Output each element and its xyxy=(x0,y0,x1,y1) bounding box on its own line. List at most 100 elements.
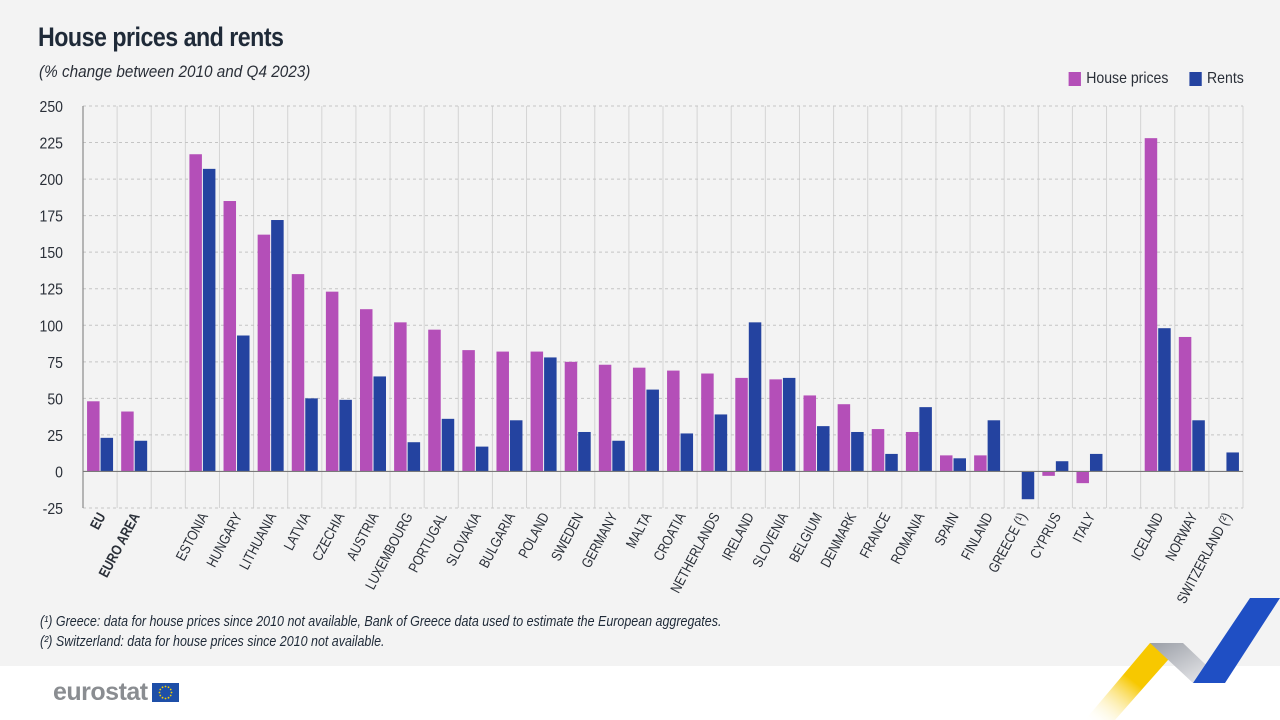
x-tick-label: AUSTRIA xyxy=(343,510,382,563)
bar-house-prices-slovenia xyxy=(769,379,782,472)
x-tick-label: FINLAND xyxy=(958,510,996,563)
bar-rents-lithuania xyxy=(271,220,284,472)
x-tick-label: ESTONIA xyxy=(172,510,211,564)
bar-house-prices-bulgaria xyxy=(496,351,509,472)
legend-swatch-house-prices xyxy=(1068,72,1081,86)
bar-house-prices-iceland xyxy=(1144,138,1158,472)
decorative-ribbon-icon xyxy=(1085,598,1280,720)
y-tick-label: -25 xyxy=(43,500,63,518)
bar-house-prices-euro-area xyxy=(121,411,134,472)
bar-house-prices-finland xyxy=(974,455,987,472)
bar-rents-poland xyxy=(544,357,557,472)
legend: House prices Rents xyxy=(1055,70,1244,88)
bar-rents-denmark xyxy=(851,431,864,472)
bar-rents-austria xyxy=(373,376,386,472)
bar-rents-croatia xyxy=(680,433,694,472)
bar-house-prices-czechia xyxy=(325,291,339,472)
bar-house-prices-estonia xyxy=(189,154,202,472)
bar-house-prices-germany xyxy=(598,364,612,472)
eurostat-logo[interactable]: eurostat xyxy=(53,678,179,707)
x-tick-label: ROMANIA xyxy=(887,510,928,567)
bar-house-prices-cyprus xyxy=(1042,471,1055,476)
bar-house-prices-austria xyxy=(360,309,373,472)
bar-rents-hungary xyxy=(237,335,250,472)
footnote-switzerland: (²) Switzerland: data for house prices s… xyxy=(40,634,385,650)
logo-text: eurostat xyxy=(53,678,148,706)
bar-rents-sweden xyxy=(578,431,591,472)
x-tick-label: SWEDEN xyxy=(548,510,587,564)
x-tick-label: LATVIA xyxy=(280,510,313,553)
gridlines xyxy=(82,105,1244,509)
bar-rents-finland xyxy=(987,420,1001,472)
bar-house-prices-france xyxy=(871,429,885,472)
bar-rents-cyprus xyxy=(1055,461,1069,472)
bar-house-prices-luxembourg xyxy=(394,322,407,472)
bar-rents-eu xyxy=(100,437,114,472)
y-tick-label: 225 xyxy=(40,135,63,153)
footnote-greece: (¹) Greece: data for house prices since … xyxy=(40,614,722,630)
bar-rents-netherlands xyxy=(714,414,728,472)
footer-band xyxy=(0,666,1280,720)
x-tick-label: CROATIA xyxy=(650,510,689,564)
bar-house-prices-sweden xyxy=(564,361,578,472)
bar-house-prices-norway xyxy=(1178,336,1192,472)
bar-house-prices-romania xyxy=(905,431,919,472)
bar-rents-euro-area xyxy=(134,440,148,472)
bar-rents-luxembourg xyxy=(407,442,421,472)
bar-rents-norway xyxy=(1192,420,1205,472)
chart-subtitle: (% change between 2010 and Q4 2023) xyxy=(39,62,311,81)
bar-house-prices-spain xyxy=(940,455,953,472)
bar-rents-malta xyxy=(646,389,659,472)
bar-rents-spain xyxy=(953,458,966,472)
y-tick-label: 0 xyxy=(55,464,63,482)
legend-item-rents[interactable]: Rents xyxy=(1189,70,1244,88)
bar-rents-portugal xyxy=(441,418,455,472)
bar-rents-bulgaria xyxy=(509,420,523,472)
x-tick-label: POLAND xyxy=(515,510,552,561)
y-tick-label: 250 xyxy=(40,98,63,116)
bar-rents-switzerland xyxy=(1226,452,1239,472)
bar-house-prices-hungary xyxy=(223,201,237,472)
y-tick-label: 125 xyxy=(40,281,63,299)
bar-rents-germany xyxy=(612,440,625,472)
footnotes: (¹) Greece: data for house prices since … xyxy=(40,612,721,652)
bar-house-prices-slovakia xyxy=(462,350,475,472)
bar-rents-slovakia xyxy=(475,446,489,472)
bar-rents-iceland xyxy=(1158,328,1171,472)
bar-house-prices-ireland xyxy=(735,377,748,472)
bars xyxy=(83,138,1243,500)
x-tick-label: EU xyxy=(87,510,109,532)
bar-rents-slovenia xyxy=(782,377,796,472)
y-tick-label: 100 xyxy=(40,317,63,335)
x-tick-label: NORWAY xyxy=(1162,510,1201,564)
bar-rents-greece xyxy=(1021,471,1035,500)
bar-house-prices-eu xyxy=(87,401,100,472)
bar-house-prices-croatia xyxy=(667,370,680,472)
x-tick-label: FRANCE xyxy=(856,510,893,561)
y-tick-label: 25 xyxy=(47,427,63,445)
bar-rents-belgium xyxy=(817,426,830,472)
legend-label-house-prices: House prices xyxy=(1086,70,1169,87)
bar-house-prices-netherlands xyxy=(701,373,714,472)
bar-rents-romania xyxy=(919,407,932,472)
y-tick-label: 50 xyxy=(47,391,63,409)
bar-rents-france xyxy=(885,453,898,472)
bar-house-prices-denmark xyxy=(837,404,851,472)
x-tick-label: MALTA xyxy=(623,510,655,551)
legend-swatch-rents xyxy=(1189,72,1202,86)
x-tick-label: ICELAND xyxy=(1128,510,1167,563)
y-tick-label: 150 xyxy=(40,244,63,262)
bar-house-prices-italy xyxy=(1076,471,1089,484)
legend-item-house-prices[interactable]: House prices xyxy=(1068,70,1168,88)
bar-house-prices-portugal xyxy=(428,329,441,472)
bar-house-prices-malta xyxy=(632,367,646,472)
x-tick-label: CZECHIA xyxy=(309,510,348,564)
bar-rents-czechia xyxy=(339,399,352,472)
x-tick-label: CYPRUS xyxy=(1027,510,1065,562)
y-tick-label: 75 xyxy=(47,354,63,372)
legend-label-rents: Rents xyxy=(1207,70,1244,87)
x-tick-label: ITALY xyxy=(1069,510,1098,545)
x-tick-label: IRELAND xyxy=(719,510,758,563)
